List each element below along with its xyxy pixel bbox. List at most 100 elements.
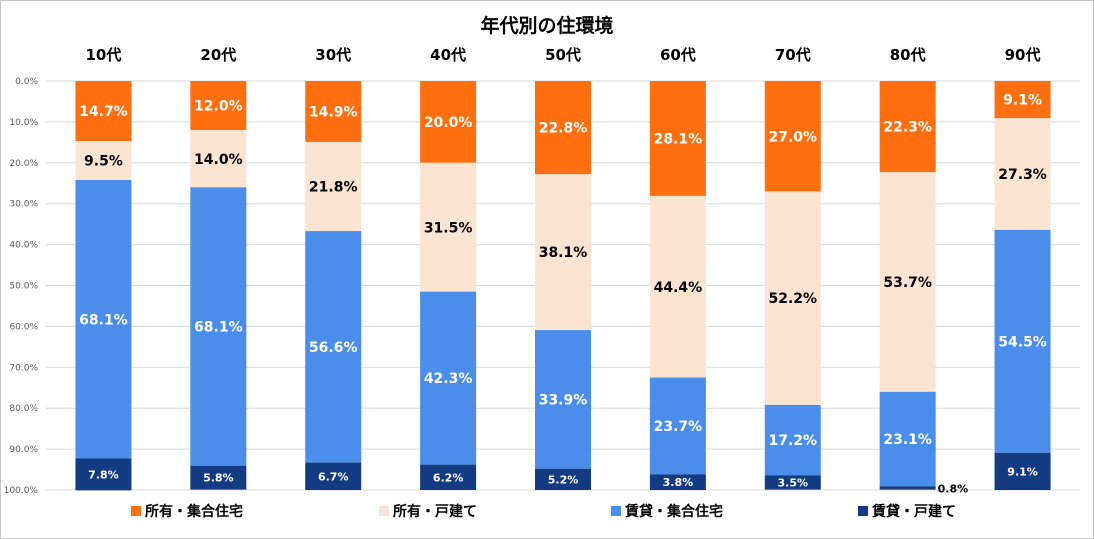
data-label: 68.1% [79, 312, 128, 328]
y-axis-tick-labels: 0.0% 10.0% 20.0% 30.0% 40.0% 50.0% 60.0% 70.0% 8… [4, 77, 39, 496]
legend-swatch [379, 506, 389, 516]
y-tick-label: 80.0% [9, 404, 38, 414]
bar-segment [75, 179, 132, 459]
bar-segment [879, 172, 936, 392]
bar-segment [535, 174, 591, 331]
y-tick-label: 10.0% [9, 118, 38, 128]
bar-segment [764, 191, 821, 405]
category-label: 90代 [1005, 46, 1041, 64]
data-label: 12.0% [194, 99, 243, 115]
data-label: 9.1% [1003, 93, 1042, 109]
category-label: 50代 [545, 46, 581, 64]
data-label: 52.2% [768, 291, 817, 307]
category-label: 20代 [200, 46, 236, 64]
category-label: 30代 [315, 46, 351, 64]
bar-segment [535, 330, 591, 469]
bar-segment [649, 474, 706, 490]
bar-segment [420, 81, 477, 163]
data-label: 22.8% [539, 121, 588, 137]
data-label: 3.5% [778, 476, 809, 489]
y-tick-label: 100.0% [4, 486, 39, 496]
data-label: 22.3% [883, 120, 932, 136]
bar-segment [535, 468, 591, 490]
data-label: 14.9% [309, 105, 358, 121]
category-label: 70代 [775, 46, 811, 64]
category-label: 80代 [890, 46, 926, 64]
y-tick-label: 50.0% [9, 282, 38, 292]
y-tick-label: 90.0% [9, 445, 38, 455]
bar-segment [305, 462, 362, 490]
data-label: 9.1% [1007, 465, 1038, 478]
bar-segment [75, 458, 132, 491]
bar-segment [764, 475, 821, 490]
bar-segment [649, 81, 706, 196]
category-labels: 10代 20代 30代 40代 50代 60代 70代 80代 90代 [86, 46, 1041, 64]
data-label: 20.0% [424, 115, 473, 131]
bar-segment [994, 229, 1051, 453]
data-label: 23.1% [883, 432, 932, 448]
y-tick-label: 0.0% [15, 77, 38, 87]
data-label: 3.8% [663, 476, 694, 489]
legend-label: 所有・戸建て [393, 503, 477, 520]
bar-segment [879, 81, 936, 173]
category-label: 60代 [660, 46, 696, 64]
data-label: 9.5% [84, 154, 123, 170]
bar-segment [649, 195, 706, 378]
bar-segment [420, 291, 477, 465]
data-label: 31.5% [424, 220, 473, 236]
y-tick-label: 30.0% [9, 200, 38, 210]
data-label: 27.0% [768, 129, 817, 145]
legend-swatch [611, 506, 621, 516]
data-label: 38.1% [539, 245, 588, 261]
data-label: 33.9% [539, 392, 588, 408]
bar-segment [649, 377, 706, 475]
data-label: 17.2% [768, 433, 817, 449]
bar-segment [305, 141, 362, 232]
data-label: 68.1% [194, 320, 243, 336]
data-label: 6.7% [318, 470, 349, 483]
y-tick-label: 20.0% [9, 159, 38, 169]
data-label: 42.3% [424, 371, 473, 387]
bar-segment [764, 404, 821, 476]
bar-segment [190, 187, 247, 466]
bar-segment [420, 162, 477, 292]
data-label: 21.8% [309, 180, 358, 196]
data-label: 27.3% [998, 167, 1047, 183]
legend: 所有・集合住宅 所有・戸建て 賃貸・集合住宅 賃貸・戸建て [131, 503, 956, 520]
bar-segment [305, 231, 362, 463]
data-label: 7.8% [88, 468, 119, 481]
data-label: 5.8% [203, 472, 234, 485]
legend-label: 所有・集合住宅 [145, 503, 243, 520]
category-label: 40代 [430, 46, 466, 64]
data-label: 0.8% [938, 483, 969, 496]
y-tick-label: 70.0% [9, 363, 38, 373]
bar-segment [879, 391, 936, 487]
data-label: 54.5% [998, 334, 1047, 350]
data-label: 44.4% [654, 280, 703, 296]
bar-segment [75, 81, 132, 142]
bar-segment [190, 465, 247, 490]
bar-segment [305, 81, 362, 142]
data-label: 6.2% [433, 471, 464, 484]
bar-segments [75, 81, 1051, 491]
data-label: 5.2% [548, 473, 579, 486]
y-tick-label: 40.0% [9, 241, 38, 251]
legend-label: 賃貸・戸建て [871, 503, 956, 520]
data-label: 56.6% [309, 340, 358, 356]
category-label: 10代 [86, 46, 122, 64]
data-label: 23.7% [654, 419, 703, 435]
bar-segment [190, 81, 247, 131]
bar-segment [75, 141, 132, 180]
bar-segment [994, 81, 1051, 119]
bar-segment [994, 452, 1051, 490]
bar-segment [994, 118, 1051, 230]
legend-swatch [131, 506, 141, 516]
data-label: 14.0% [194, 152, 243, 168]
data-label: 28.1% [654, 132, 703, 148]
bar-segment [535, 81, 591, 175]
legend-swatch [858, 506, 868, 516]
bar-segment [190, 130, 247, 188]
chart-title: 年代別の住環境 [480, 14, 613, 37]
bar-segment [420, 464, 477, 490]
